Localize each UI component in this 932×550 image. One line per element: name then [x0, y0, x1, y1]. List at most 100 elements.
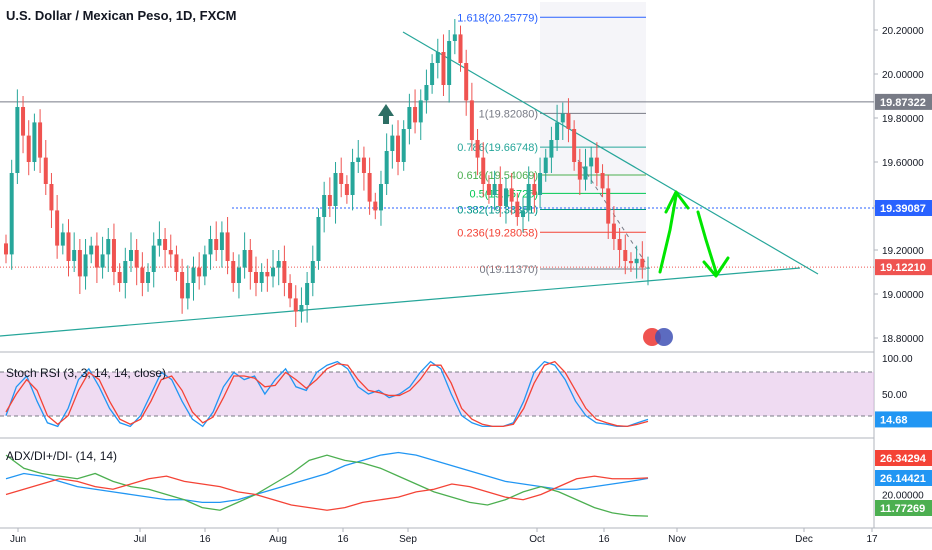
time-tick-label: 16 [598, 534, 610, 545]
stoch-title: Stoch RSI (3, 3, 14, 14, close) [6, 366, 166, 380]
candle-body [617, 239, 622, 250]
fib-level-label: 0.382(19.38381) [457, 205, 538, 217]
price-tick-label: 19.00000 [882, 290, 924, 301]
candlestick-series [4, 19, 650, 327]
price-tick-label: 19.20000 [882, 246, 924, 257]
candle-body [447, 41, 452, 85]
stoch-value-tag [875, 411, 932, 428]
candle-body [134, 250, 139, 268]
fib-level-label: 1(19.82080) [479, 108, 538, 120]
candle-body [259, 272, 264, 283]
candle-body [180, 272, 185, 299]
candle-body [469, 100, 474, 140]
candle-body [100, 254, 105, 268]
candle-body [407, 107, 412, 129]
annotations [378, 104, 730, 346]
candle-body [276, 261, 281, 268]
candle-body [117, 272, 122, 283]
fib-level-label: 0(19.11370) [479, 264, 538, 276]
stoch-band [0, 372, 874, 416]
candle-body [367, 173, 372, 202]
down-arrow-stroke [696, 210, 718, 274]
candle-body [94, 245, 99, 268]
candle-body [38, 122, 43, 158]
candle-body [265, 272, 270, 277]
fib-level-label: 0.618(19.54069) [457, 170, 538, 182]
adx-tick-label: 20.00000 [882, 491, 924, 502]
candle-body [378, 184, 383, 211]
candle-body [128, 250, 133, 261]
candle-body [140, 267, 145, 283]
candle-body [475, 140, 480, 158]
candle-body [521, 210, 526, 217]
candle-body [339, 173, 344, 184]
fib-level-label: 0.786(19.66748) [457, 142, 538, 154]
candle-body [49, 184, 54, 211]
adx-value-label: 26.14421 [880, 473, 926, 485]
price-tag-resistance [875, 93, 932, 110]
candle-body [606, 188, 611, 224]
price-tick-label: 20.20000 [882, 26, 924, 37]
buy-signal-arrow-icon [378, 104, 394, 124]
candle-body [191, 267, 196, 283]
candle-body [123, 261, 128, 283]
candle-body [83, 254, 88, 277]
candle-body [509, 188, 514, 202]
candle-body [202, 254, 207, 277]
candle-body [640, 258, 645, 268]
candle-body [66, 232, 71, 261]
candle-body [441, 52, 446, 85]
axes: 20.2000020.0000019.8000019.6000019.40000… [10, 26, 932, 545]
price-tick-label: 18.80000 [882, 334, 924, 345]
candle-body [168, 250, 173, 255]
candle-body [146, 272, 151, 283]
ascending-trendline [0, 267, 801, 337]
adx-value-tag [875, 450, 932, 466]
candle-body [163, 239, 168, 250]
fib-level-label: 1.618(20.25779) [457, 12, 538, 24]
candle-body [492, 184, 497, 195]
time-tick-label: 16 [199, 534, 211, 545]
candle-body [628, 261, 633, 264]
stoch-rsi-lines [5, 360, 649, 428]
candle-body [197, 267, 202, 277]
candle-body [333, 173, 338, 206]
up-arrow-stroke [658, 194, 678, 274]
time-tick-label: Sep [399, 534, 417, 545]
candle-body [77, 250, 82, 277]
candle-body [350, 162, 355, 195]
candle-body [231, 261, 236, 283]
adx-value-label: 26.34294 [880, 453, 927, 465]
candle-body [60, 232, 65, 246]
drawing-lines[interactable] [0, 31, 874, 337]
chart-title: U.S. Dollar / Mexican Peso, 1D, FXCM [6, 8, 236, 23]
candle-body [248, 250, 253, 272]
candle-body [458, 34, 463, 63]
candle-body [515, 201, 520, 217]
candle-body [572, 129, 577, 162]
candle-body [646, 267, 650, 269]
price-tag-support [875, 200, 932, 217]
candle-body [418, 100, 423, 123]
candle-body [503, 188, 508, 206]
adx-value-label: 11.77269 [880, 503, 925, 515]
candle-body [498, 184, 503, 206]
flag-icon [655, 328, 673, 346]
candle-body [174, 254, 179, 272]
candle-body [185, 283, 190, 299]
candle-body [589, 157, 594, 167]
candle-body [327, 195, 332, 206]
stoch-value-label: 14.68 [880, 414, 908, 426]
time-tick-label: Jun [10, 534, 26, 545]
price-tag-last [875, 259, 932, 276]
candle-body [566, 113, 571, 129]
candle-body [390, 135, 395, 151]
price-tag-label: 19.12210 [880, 262, 926, 274]
time-tick-label: Jul [134, 534, 147, 545]
candle-body [611, 223, 616, 239]
candle-body [293, 298, 298, 312]
adx-value-tag [875, 470, 932, 486]
candle-body [106, 239, 111, 255]
candle-body [401, 129, 406, 162]
